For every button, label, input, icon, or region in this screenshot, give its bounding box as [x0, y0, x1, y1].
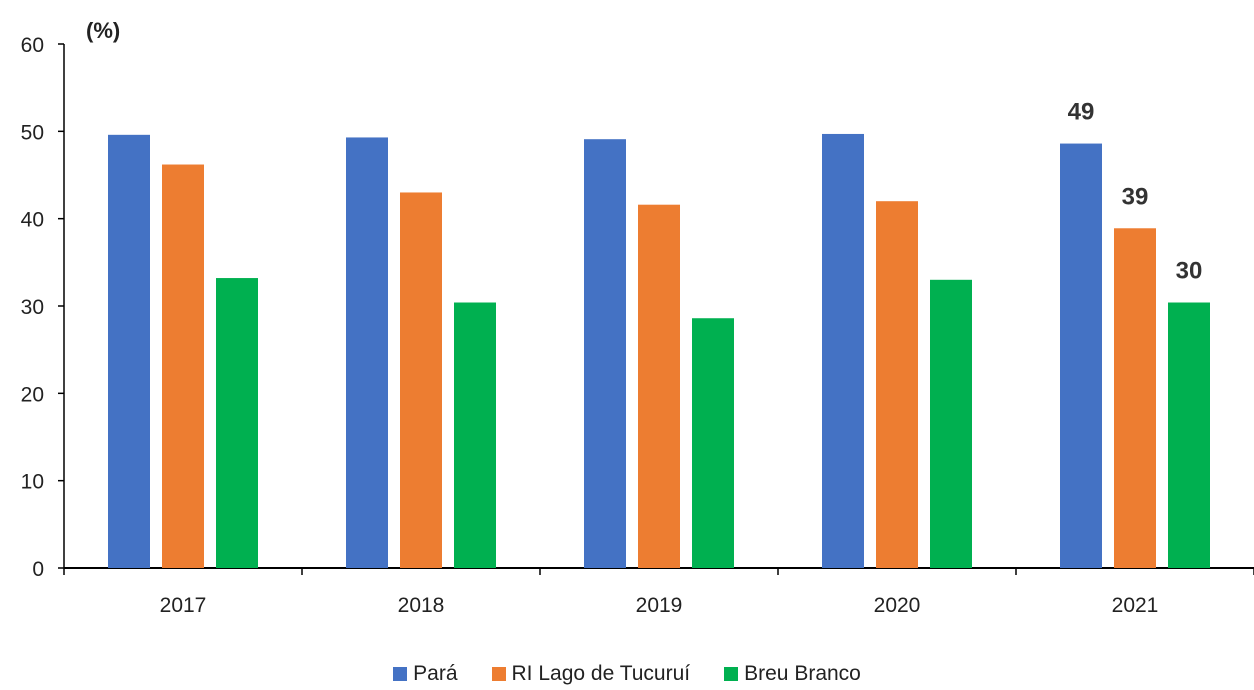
bar: [1060, 143, 1102, 568]
bar: [638, 204, 680, 568]
legend-swatch: [491, 667, 506, 681]
legend-item: Pará: [393, 662, 458, 686]
bar: [400, 192, 442, 568]
y-tick-label: 20: [21, 383, 44, 406]
bar: [216, 278, 258, 568]
legend-item: Breu Branco: [724, 662, 861, 686]
bar-chart: 0 10 20 30 40 50 60 2017 2018 2019 2020 2021 49 39 3…: [21, 18, 1254, 617]
legend: Pará RI Lago de Tucuruí Breu Branco: [0, 662, 1254, 686]
legend-item: RI Lago de Tucuruí: [491, 662, 691, 686]
x-tick-label: 2017: [160, 594, 207, 617]
y-tick-label: 50: [21, 121, 44, 144]
legend-swatch: [724, 667, 739, 681]
bar: [876, 201, 918, 568]
legend-label: Pará: [413, 662, 458, 685]
x-axis: 2017 2018 2019 2020 2021: [63, 567, 1254, 617]
bar: [584, 139, 626, 568]
data-label: 30: [1176, 258, 1203, 285]
x-tick-label: 2020: [874, 594, 921, 617]
data-labels: 49 39 30: [1068, 99, 1203, 285]
x-tick-label: 2018: [398, 594, 445, 617]
legend-swatch: [393, 667, 408, 681]
x-tick-label: 2021: [1112, 594, 1159, 617]
y-unit-label: (%): [86, 18, 120, 43]
bar: [1168, 302, 1210, 568]
bar: [108, 134, 150, 568]
y-tick-label: 10: [21, 471, 44, 494]
y-axis: 0 10 20 30 40 50 60: [21, 34, 65, 581]
x-tick-label: 2019: [636, 594, 683, 617]
bar: [822, 133, 864, 568]
bar: [162, 164, 204, 568]
bar: [1114, 228, 1156, 569]
bars: [108, 133, 1210, 569]
legend-label: RI Lago de Tucuruí: [511, 662, 691, 685]
y-tick-label: 60: [21, 34, 44, 57]
bar: [346, 137, 388, 569]
legend-label: Breu Branco: [744, 662, 861, 685]
bar: [930, 279, 972, 568]
bar: [692, 318, 734, 568]
y-tick-label: 40: [21, 209, 44, 232]
data-label: 49: [1068, 99, 1095, 126]
y-tick-label: 0: [32, 558, 44, 581]
data-label: 39: [1122, 183, 1149, 210]
bar: [454, 302, 496, 568]
y-tick-label: 30: [21, 296, 44, 319]
